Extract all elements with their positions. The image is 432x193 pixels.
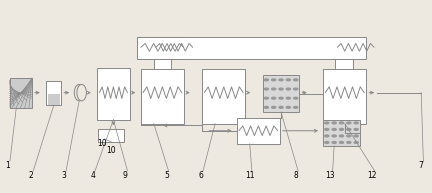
Circle shape bbox=[272, 106, 276, 108]
Circle shape bbox=[347, 141, 351, 143]
Ellipse shape bbox=[77, 85, 86, 101]
Bar bbox=[202, 69, 245, 124]
Circle shape bbox=[272, 97, 276, 99]
Bar bbox=[237, 118, 280, 144]
Bar bbox=[323, 69, 366, 124]
Circle shape bbox=[332, 141, 336, 143]
Circle shape bbox=[354, 129, 358, 130]
Circle shape bbox=[332, 135, 336, 137]
Circle shape bbox=[272, 88, 276, 90]
Text: 9: 9 bbox=[123, 171, 128, 180]
Bar bbox=[335, 59, 353, 69]
Circle shape bbox=[340, 135, 343, 137]
Circle shape bbox=[294, 97, 298, 99]
Text: 4: 4 bbox=[90, 171, 95, 180]
Text: 8: 8 bbox=[294, 171, 298, 180]
Circle shape bbox=[354, 141, 358, 143]
Bar bbox=[97, 68, 130, 120]
Circle shape bbox=[279, 79, 283, 81]
Circle shape bbox=[286, 106, 290, 108]
Circle shape bbox=[325, 122, 329, 124]
Circle shape bbox=[340, 129, 343, 130]
Circle shape bbox=[332, 122, 336, 124]
Circle shape bbox=[264, 88, 268, 90]
Circle shape bbox=[325, 129, 329, 130]
Text: 3: 3 bbox=[61, 171, 67, 180]
Circle shape bbox=[325, 135, 329, 137]
Circle shape bbox=[264, 106, 268, 108]
Circle shape bbox=[347, 135, 351, 137]
Text: 10: 10 bbox=[98, 139, 107, 148]
Bar bbox=[141, 69, 184, 124]
Bar bbox=[10, 78, 32, 108]
Circle shape bbox=[340, 122, 343, 124]
Text: 7: 7 bbox=[419, 162, 424, 170]
Circle shape bbox=[279, 97, 283, 99]
Bar bbox=[46, 81, 61, 105]
Circle shape bbox=[294, 106, 298, 108]
Circle shape bbox=[332, 129, 336, 130]
Text: 6: 6 bbox=[198, 171, 203, 180]
Text: 2: 2 bbox=[29, 171, 33, 180]
Text: 1: 1 bbox=[6, 162, 10, 170]
Circle shape bbox=[264, 97, 268, 99]
Bar bbox=[137, 37, 366, 59]
Bar bbox=[137, 37, 187, 59]
Bar bbox=[48, 94, 60, 105]
Circle shape bbox=[354, 122, 358, 124]
Circle shape bbox=[286, 88, 290, 90]
Circle shape bbox=[279, 88, 283, 90]
Circle shape bbox=[286, 79, 290, 81]
Text: 10: 10 bbox=[106, 146, 116, 155]
Text: 11: 11 bbox=[245, 171, 254, 180]
Circle shape bbox=[347, 122, 351, 124]
Circle shape bbox=[264, 79, 268, 81]
Circle shape bbox=[294, 79, 298, 81]
Circle shape bbox=[354, 135, 358, 137]
Circle shape bbox=[294, 88, 298, 90]
Circle shape bbox=[286, 97, 290, 99]
Circle shape bbox=[347, 129, 351, 130]
Bar bbox=[263, 75, 299, 112]
Bar bbox=[98, 129, 124, 142]
Text: 5: 5 bbox=[164, 171, 169, 180]
Text: 13: 13 bbox=[326, 171, 335, 180]
Circle shape bbox=[340, 141, 343, 143]
Circle shape bbox=[279, 106, 283, 108]
Bar bbox=[323, 120, 360, 146]
Text: 12: 12 bbox=[368, 171, 377, 180]
Circle shape bbox=[272, 79, 276, 81]
Bar bbox=[154, 59, 171, 69]
Circle shape bbox=[325, 141, 329, 143]
